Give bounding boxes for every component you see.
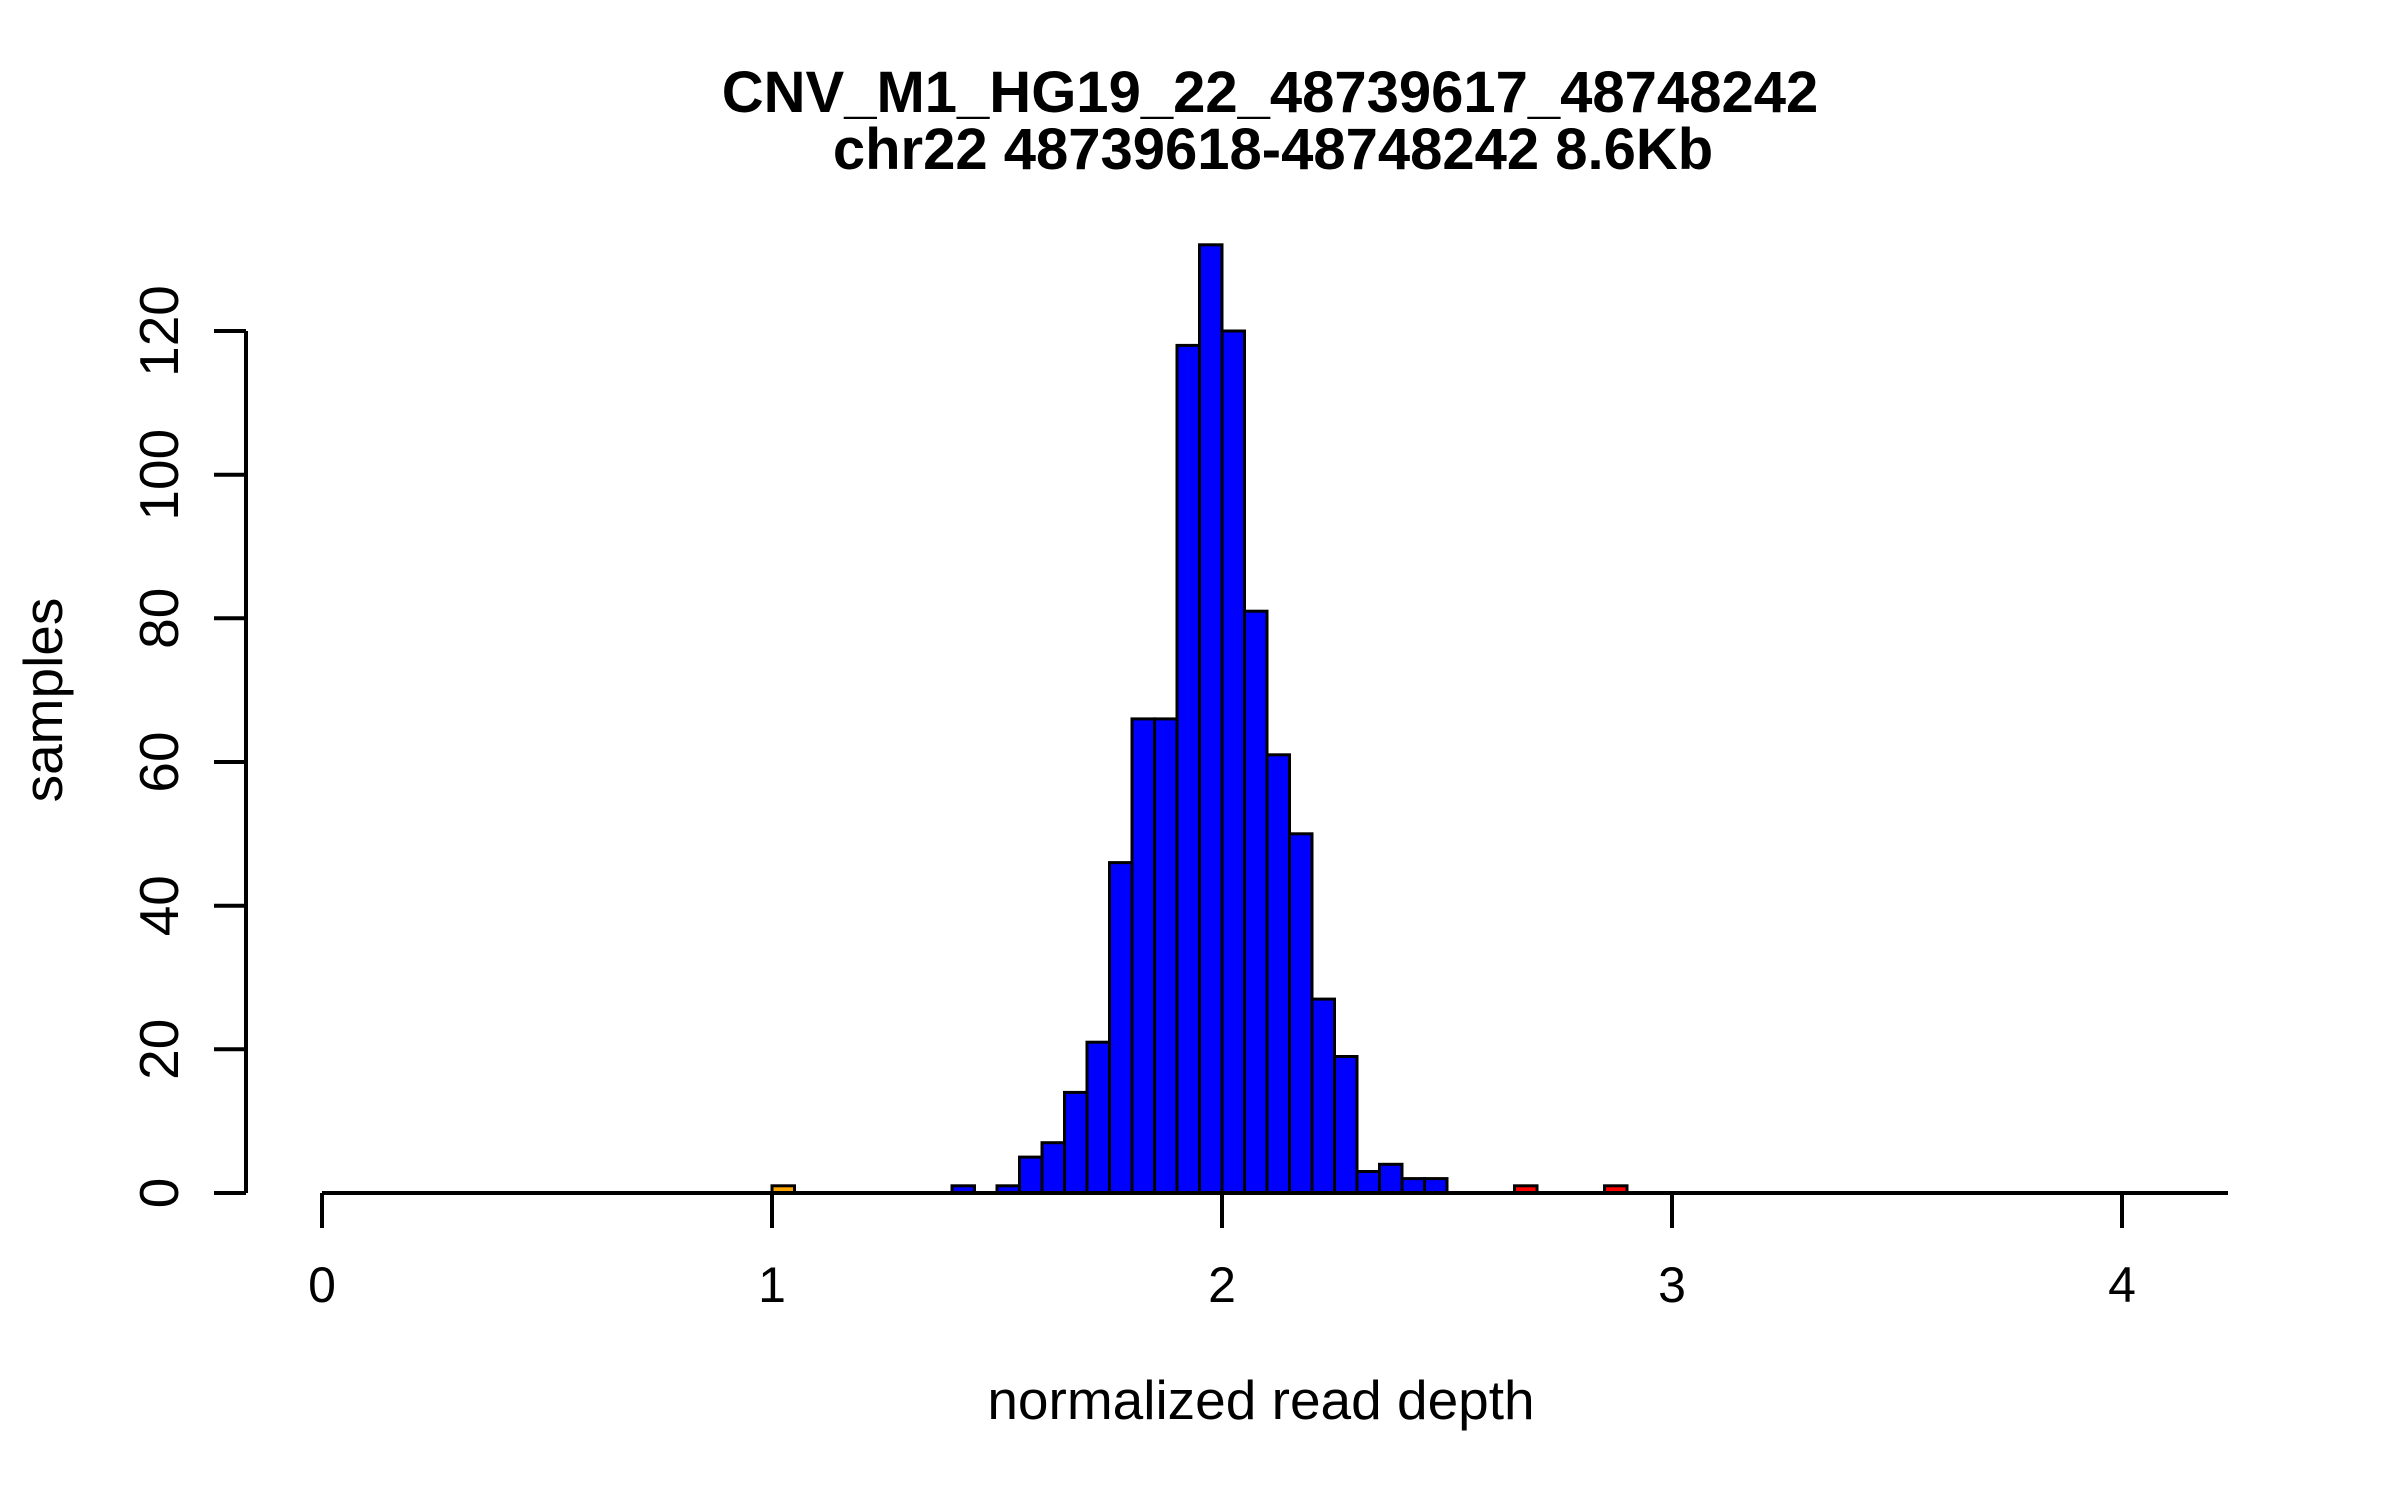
histogram-bar: [1175, 343, 1201, 1195]
x-tick-label: 2: [1208, 1257, 1236, 1313]
histogram-bar: [1153, 717, 1179, 1195]
y-tick-label: 20: [128, 1019, 190, 1080]
x-tick-label: 4: [2108, 1257, 2136, 1313]
x-tick-label: 0: [308, 1257, 336, 1313]
histogram-bar: [1333, 1055, 1359, 1195]
histogram-bar: [1400, 1177, 1426, 1195]
x-ticks: 0 1 2 3 4: [308, 1193, 2136, 1313]
x-tick-label: 3: [1658, 1257, 1686, 1313]
chart-title-line2: chr22 48739618-48748242 8.6Kb: [833, 117, 1713, 182]
histogram-bar: [1355, 1170, 1381, 1195]
histogram-bar: [1288, 832, 1314, 1195]
histogram-bar: [1243, 609, 1269, 1195]
x-tick-label: 1: [758, 1257, 786, 1313]
histogram-bar: [1018, 1155, 1044, 1195]
histogram-bar: [1220, 329, 1246, 1195]
y-tick-label: 80: [128, 588, 190, 649]
histogram-bar: [1423, 1177, 1449, 1195]
histogram-bar: [1265, 753, 1291, 1195]
y-ticks: 0 20 40 60 80 100 120: [128, 285, 246, 1208]
y-tick-label: 40: [128, 875, 190, 936]
histogram-bar: [1063, 1090, 1089, 1195]
x-axis: 0 1 2 3 4 normalized read depth: [308, 1191, 2228, 1431]
y-tick-label: 60: [128, 731, 190, 792]
histogram-bar: [1085, 1040, 1111, 1195]
histogram-bar: [1108, 861, 1134, 1195]
histogram-bar: [1130, 717, 1156, 1195]
histogram-bar: [1198, 243, 1224, 1195]
y-tick-label: 120: [128, 285, 190, 377]
histogram-bar: [1378, 1162, 1404, 1195]
bars-layer: [770, 243, 1629, 1195]
histogram-bar: [1040, 1141, 1066, 1195]
x-axis-title: normalized read depth: [987, 1369, 1534, 1431]
y-axis: 0 20 40 60 80 100 120 samples: [12, 285, 248, 1208]
y-tick-label: 100: [128, 429, 190, 521]
chart-title-line1: CNV_M1_HG19_22_48739617_48748242: [722, 60, 1818, 125]
histogram-bar: [1310, 997, 1336, 1195]
y-axis-title: samples: [12, 598, 74, 803]
y-tick-label: 0: [128, 1178, 190, 1209]
